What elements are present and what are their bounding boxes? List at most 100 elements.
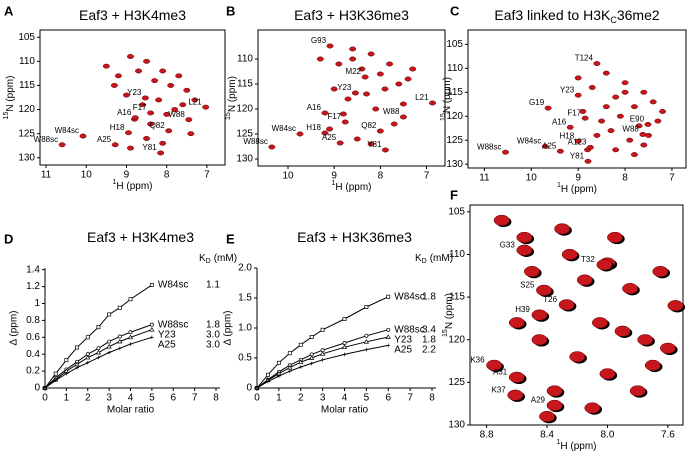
peak xyxy=(363,91,370,97)
peak xyxy=(614,325,631,337)
title-text: Eaf3 + H3K4me3 xyxy=(87,229,194,245)
peak xyxy=(649,99,657,105)
title-text: Eaf3 linked to H3K xyxy=(494,7,611,23)
kd-unit: (mM) xyxy=(214,253,237,264)
chart-title: Eaf3 + H3K36me3 xyxy=(297,229,412,245)
labeled-peak xyxy=(574,138,582,144)
labeled-peak xyxy=(79,133,87,139)
peak-label: H18 xyxy=(306,123,321,132)
peak-label: L21 xyxy=(188,97,202,106)
data-point xyxy=(320,327,325,332)
data-point xyxy=(150,335,154,340)
peak xyxy=(659,109,667,114)
peak-label: A25 xyxy=(322,133,337,142)
peak xyxy=(376,71,384,77)
data-point xyxy=(386,294,391,299)
y-tick-label: 0.8 xyxy=(26,315,40,326)
data-point xyxy=(149,326,155,332)
data-point xyxy=(320,358,325,362)
peak xyxy=(569,351,586,363)
axis-label: 1H (ppm) xyxy=(112,179,152,191)
axis-label-text: H (ppm) xyxy=(560,441,596,451)
peak xyxy=(102,63,110,69)
peak xyxy=(175,73,183,79)
fit-line xyxy=(44,324,153,389)
labeled-peak xyxy=(268,144,276,150)
legend-label: Y23 xyxy=(394,334,412,345)
data-point xyxy=(107,339,112,344)
x-tick-label: 7 xyxy=(669,173,675,184)
x-tick-label: 11 xyxy=(41,170,52,181)
data-point xyxy=(128,297,133,302)
peak xyxy=(508,317,525,329)
y-tick-label: 125 xyxy=(448,377,465,388)
data-point xyxy=(342,341,347,345)
plot-frame xyxy=(39,29,226,166)
x-tick-label: 4 xyxy=(128,393,134,404)
peak xyxy=(367,141,375,147)
data-point xyxy=(298,342,303,347)
labeled-peak xyxy=(566,124,574,130)
data-point xyxy=(128,342,133,346)
axis-label-sup: 1 xyxy=(331,180,335,187)
fit-line xyxy=(44,336,153,389)
data-point xyxy=(309,335,314,339)
y-tick-label: 1.5 xyxy=(238,293,252,304)
panel-letter: B xyxy=(226,3,235,18)
x-tick-label: 1 xyxy=(64,393,70,404)
peak-label: A16 xyxy=(307,103,322,112)
y-tick-label: 130 xyxy=(236,154,253,165)
x-tick-label: 6 xyxy=(385,393,391,404)
peak xyxy=(607,128,615,134)
peak xyxy=(316,56,324,62)
labeled-peak xyxy=(544,105,552,111)
peak xyxy=(599,368,616,380)
data-point xyxy=(107,350,111,355)
peak xyxy=(358,66,366,72)
x-tick-label: 10 xyxy=(282,171,294,182)
data-point xyxy=(117,338,123,344)
peak xyxy=(163,111,171,117)
peak xyxy=(135,68,142,74)
peak xyxy=(123,92,130,98)
data-point xyxy=(117,334,122,339)
data-point xyxy=(75,365,79,370)
legend-label: W84sc xyxy=(158,280,189,291)
legend-label: A25 xyxy=(394,344,412,355)
kd-k: K xyxy=(199,253,206,264)
axis-label: 1H (ppm) xyxy=(331,180,371,192)
title-text: Eaf3 + H3K4me3 xyxy=(79,7,186,23)
data-point xyxy=(364,333,369,338)
data-point xyxy=(309,355,315,360)
y-tick-label: 1 xyxy=(34,298,40,309)
labeled-peak xyxy=(326,43,334,49)
labeled-peak xyxy=(111,142,119,148)
legend-label: A25 xyxy=(158,339,176,350)
y-tick-label: 0 xyxy=(246,383,252,394)
peak xyxy=(344,96,352,102)
title-text: Eaf3 + H3K36me3 xyxy=(294,7,409,23)
y-tick-label: 105 xyxy=(448,206,465,217)
x-axis-label: Molar ratio xyxy=(107,405,155,416)
y-tick-label: 115 xyxy=(237,79,253,90)
peak xyxy=(626,137,634,143)
peak xyxy=(159,68,167,74)
panel-letter: F xyxy=(450,187,458,202)
peak-label: H18 xyxy=(559,131,574,140)
peak xyxy=(409,66,417,72)
peak xyxy=(640,89,648,95)
peak-label: W84sc xyxy=(55,126,79,135)
kd-value: 1.1 xyxy=(206,280,220,291)
peak xyxy=(588,85,596,90)
labeled-peak xyxy=(321,130,329,136)
peak xyxy=(637,334,654,346)
data-point xyxy=(255,386,259,390)
x-tick-label: 8.0 xyxy=(601,430,615,441)
y-tick-label: 120 xyxy=(236,104,253,115)
kd-unit: (mM) xyxy=(430,253,453,264)
data-point xyxy=(96,355,101,360)
y-tick-label: 0.5 xyxy=(238,353,252,364)
data-point xyxy=(287,351,292,356)
peak xyxy=(640,142,648,148)
